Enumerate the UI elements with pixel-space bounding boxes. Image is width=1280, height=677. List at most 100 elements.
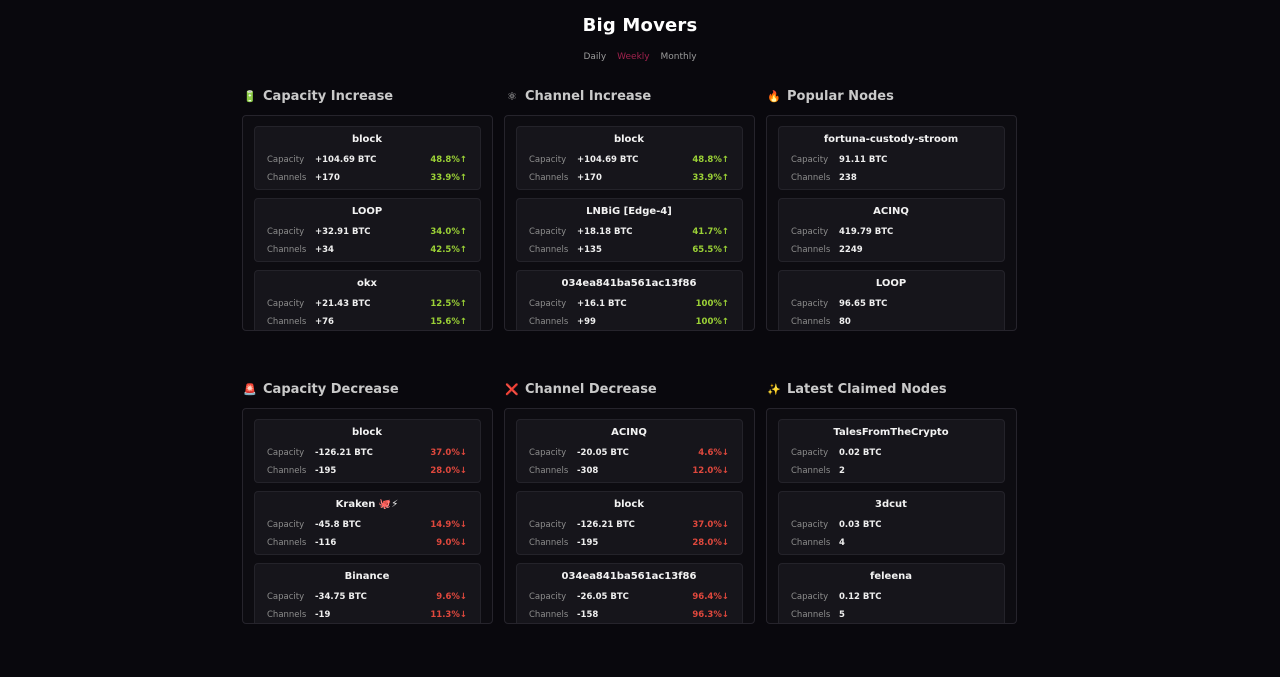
- channels-label: Channels: [529, 317, 569, 327]
- capacity-row: Capacity -126.21 BTC 37.0%↓: [267, 444, 467, 462]
- capacity-row: Capacity +21.43 BTC 12.5%↑: [267, 295, 467, 313]
- tab-weekly[interactable]: Weekly: [617, 52, 650, 62]
- capacity-change: 100%↑: [695, 299, 729, 309]
- node-card[interactable]: TalesFromTheCrypto Capacity 0.02 BTC Cha…: [778, 419, 1005, 483]
- node-card[interactable]: feleena Capacity 0.12 BTC Channels 5: [778, 563, 1005, 623]
- node-name[interactable]: block: [351, 134, 383, 145]
- capacity-value: -20.05 BTC: [577, 448, 629, 458]
- node-card[interactable]: Kraken 🐙⚡ Capacity -45.8 BTC 14.9%↓ Chan…: [254, 491, 481, 555]
- node-name[interactable]: ACINQ: [873, 206, 909, 217]
- node-name[interactable]: LOOP: [351, 206, 383, 217]
- channels-value: -116: [315, 538, 337, 548]
- node-card[interactable]: LOOP Capacity +32.91 BTC 34.0%↑ Channels…: [254, 198, 481, 262]
- node-name[interactable]: block: [351, 427, 383, 438]
- panel-header: 🔥 Popular Nodes: [766, 86, 1017, 106]
- node-card[interactable]: block Capacity -126.21 BTC 37.0%↓ Channe…: [254, 419, 481, 483]
- node-name[interactable]: 034ea841ba561ac13f86: [561, 571, 697, 582]
- capacity-row: Capacity +104.69 BTC 48.8%↑: [267, 151, 467, 169]
- capacity-value: +104.69 BTC: [315, 155, 377, 165]
- node-name[interactable]: Kraken 🐙⚡: [335, 499, 399, 510]
- channels-label: Channels: [529, 173, 569, 183]
- node-card[interactable]: ACINQ Capacity -20.05 BTC 4.6%↓ Channels…: [516, 419, 743, 483]
- channels-change: 28.0%↓: [430, 466, 467, 476]
- node-card[interactable]: LOOP Capacity 96.65 BTC Channels 80: [778, 270, 1005, 330]
- panel-title: Channel Increase: [525, 88, 652, 104]
- channels-label: Channels: [529, 538, 569, 548]
- node-name[interactable]: TalesFromTheCrypto: [833, 427, 949, 438]
- capacity-row: Capacity 419.79 BTC: [791, 223, 991, 241]
- capacity-value: -126.21 BTC: [577, 520, 635, 530]
- channels-row: Channels -195 28.0%↓: [529, 534, 729, 552]
- node-card[interactable]: 034ea841ba561ac13f86 Capacity -26.05 BTC…: [516, 563, 743, 623]
- node-name[interactable]: 3dcut: [875, 499, 907, 510]
- node-name[interactable]: feleena: [870, 571, 912, 582]
- channels-row: Channels +99 100%↑: [529, 313, 729, 330]
- panel-list: fortuna-custody-stroom Capacity 91.11 BT…: [766, 115, 1017, 331]
- node-name[interactable]: block: [613, 499, 645, 510]
- channels-label: Channels: [529, 466, 569, 476]
- capacity-value: 419.79 BTC: [839, 227, 894, 237]
- capacity-label: Capacity: [791, 592, 829, 602]
- capacity-value: +16.1 BTC: [577, 299, 627, 309]
- channels-row: Channels 2249: [791, 241, 991, 259]
- channels-row: Channels -116 9.0%↓: [267, 534, 467, 552]
- panel-header: ❌ Channel Decrease: [504, 379, 755, 399]
- period-tabs: Daily Weekly Monthly: [0, 52, 1280, 62]
- capacity-row: Capacity -26.05 BTC 96.4%↓: [529, 588, 729, 606]
- capacity-change: 41.7%↑: [692, 227, 729, 237]
- node-card[interactable]: fortuna-custody-stroom Capacity 91.11 BT…: [778, 126, 1005, 190]
- channels-value: -195: [315, 466, 337, 476]
- panel-title: Capacity Decrease: [263, 381, 399, 397]
- channels-value: +99: [577, 317, 596, 327]
- capacity-label: Capacity: [529, 299, 567, 309]
- capacity-row: Capacity -45.8 BTC 14.9%↓: [267, 516, 467, 534]
- node-card[interactable]: ACINQ Capacity 419.79 BTC Channels 2249: [778, 198, 1005, 262]
- node-name[interactable]: LOOP: [875, 278, 907, 289]
- channels-row: Channels -158 96.3%↓: [529, 606, 729, 623]
- node-card[interactable]: okx Capacity +21.43 BTC 12.5%↑ Channels …: [254, 270, 481, 330]
- channels-value: 2: [839, 466, 845, 476]
- channels-row: Channels +135 65.5%↑: [529, 241, 729, 259]
- node-card[interactable]: 034ea841ba561ac13f86 Capacity +16.1 BTC …: [516, 270, 743, 330]
- channels-label: Channels: [791, 245, 831, 255]
- channels-value: +76: [315, 317, 334, 327]
- channels-value: +34: [315, 245, 334, 255]
- battery-icon: 🔋: [243, 89, 257, 103]
- node-name[interactable]: fortuna-custody-stroom: [823, 134, 959, 145]
- capacity-label: Capacity: [529, 227, 567, 237]
- panel-title: Channel Decrease: [525, 381, 657, 397]
- node-card[interactable]: 3dcut Capacity 0.03 BTC Channels 4: [778, 491, 1005, 555]
- node-card[interactable]: LNBiG [Edge-4] Capacity +18.18 BTC 41.7%…: [516, 198, 743, 262]
- node-name[interactable]: LNBiG [Edge-4]: [586, 206, 672, 217]
- node-name[interactable]: Binance: [344, 571, 390, 582]
- channels-row: Channels +170 33.9%↑: [529, 169, 729, 187]
- channels-row: Channels 80: [791, 313, 991, 330]
- capacity-label: Capacity: [267, 520, 305, 530]
- node-name[interactable]: okx: [357, 278, 377, 289]
- node-card[interactable]: Binance Capacity -34.75 BTC 9.6%↓ Channe…: [254, 563, 481, 623]
- channels-row: Channels -19 11.3%↓: [267, 606, 467, 623]
- channels-change: 12.0%↓: [692, 466, 729, 476]
- capacity-label: Capacity: [529, 448, 567, 458]
- channels-value: -195: [577, 538, 599, 548]
- capacity-label: Capacity: [529, 520, 567, 530]
- node-card[interactable]: block Capacity +104.69 BTC 48.8%↑ Channe…: [516, 126, 743, 190]
- channels-row: Channels +76 15.6%↑: [267, 313, 467, 330]
- panel-list: block Capacity +104.69 BTC 48.8%↑ Channe…: [504, 115, 755, 331]
- tab-monthly[interactable]: Monthly: [660, 52, 697, 62]
- tab-daily[interactable]: Daily: [583, 52, 607, 62]
- node-name[interactable]: block: [613, 134, 645, 145]
- channels-row: Channels 2: [791, 462, 991, 480]
- node-card[interactable]: block Capacity -126.21 BTC 37.0%↓ Channe…: [516, 491, 743, 555]
- node-name[interactable]: 034ea841ba561ac13f86: [561, 278, 697, 289]
- channels-value: -158: [577, 610, 599, 620]
- capacity-change: 96.4%↓: [692, 592, 729, 602]
- capacity-row: Capacity +104.69 BTC 48.8%↑: [529, 151, 729, 169]
- node-card[interactable]: block Capacity +104.69 BTC 48.8%↑ Channe…: [254, 126, 481, 190]
- channels-label: Channels: [791, 173, 831, 183]
- channels-change: 28.0%↓: [692, 538, 729, 548]
- panel-title: Latest Claimed Nodes: [787, 381, 947, 397]
- panel-list: block Capacity -126.21 BTC 37.0%↓ Channe…: [242, 408, 493, 624]
- cross-mark-icon: ❌: [505, 382, 519, 396]
- node-name[interactable]: ACINQ: [611, 427, 647, 438]
